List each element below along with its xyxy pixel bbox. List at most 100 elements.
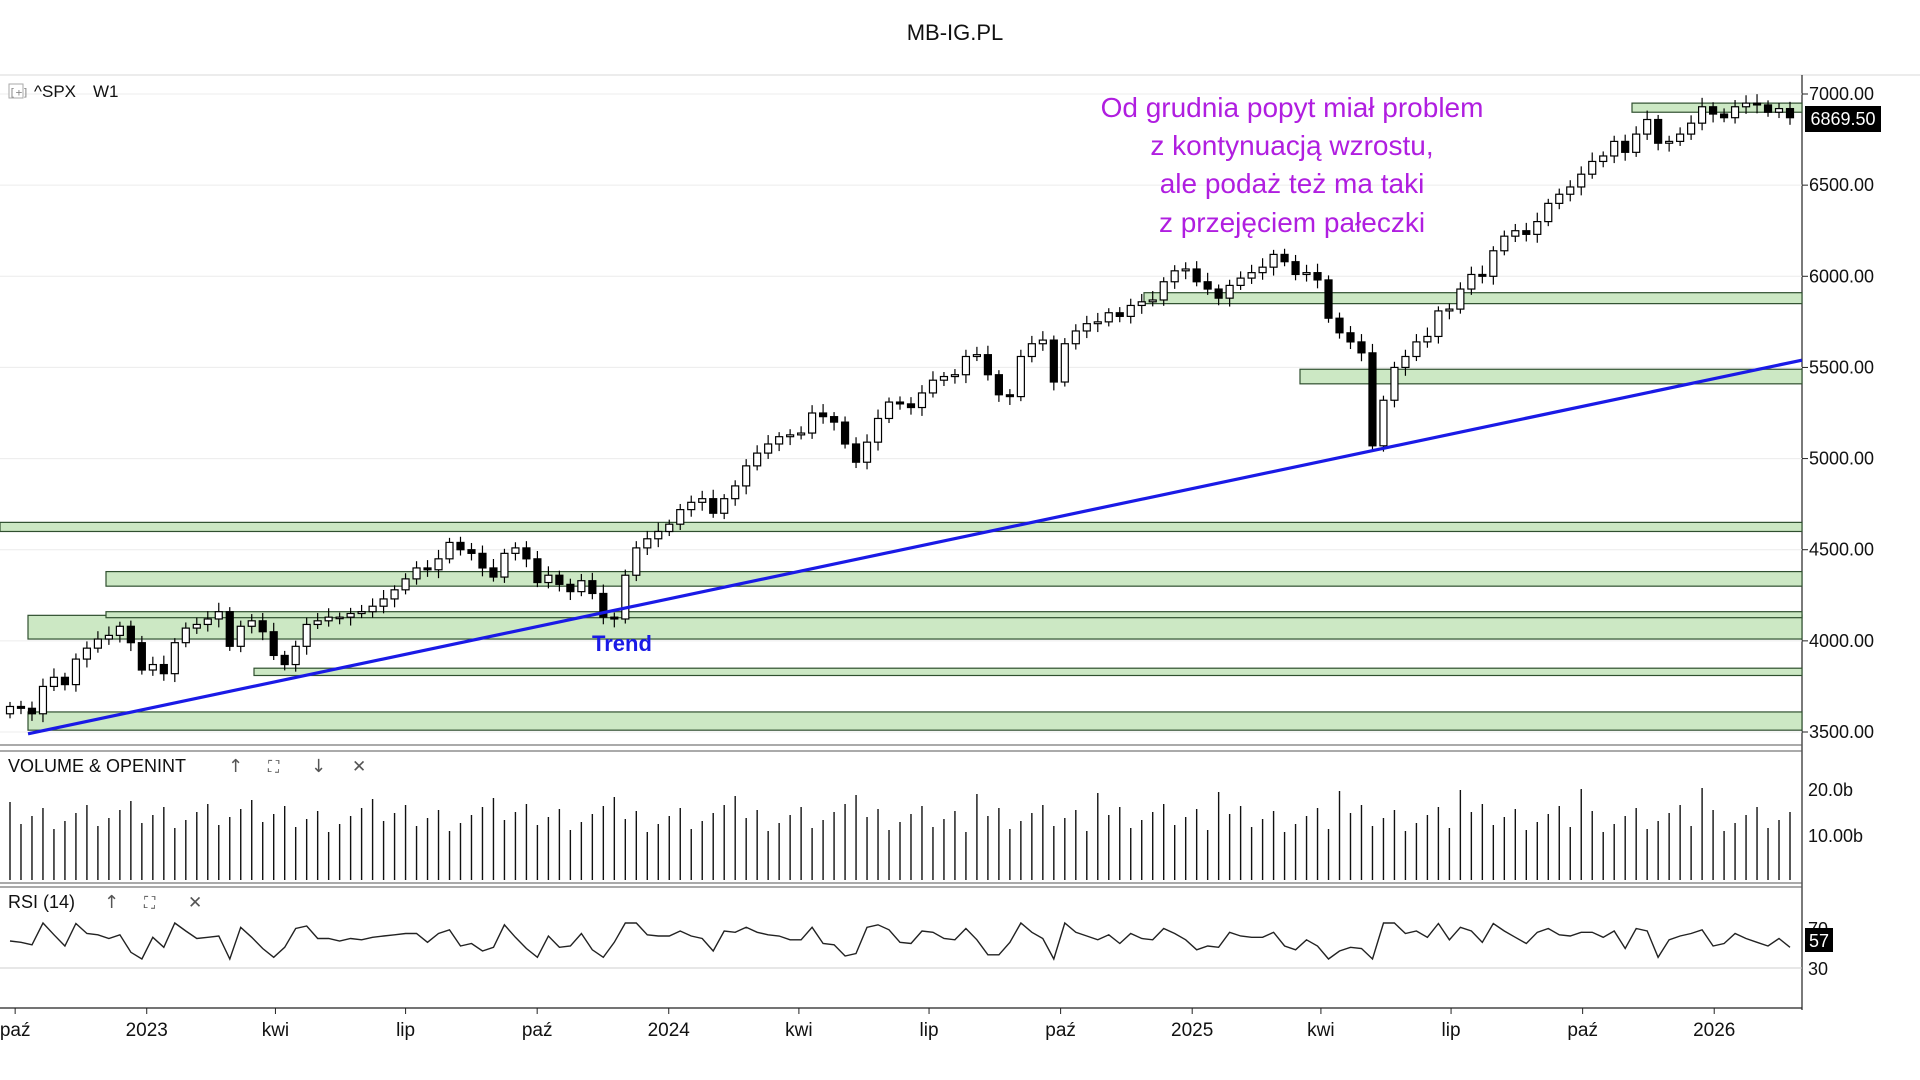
candle-body xyxy=(1643,118,1652,135)
candle-body xyxy=(1522,230,1531,235)
candle-body xyxy=(302,623,311,647)
candle-body xyxy=(1467,273,1476,290)
candle-body xyxy=(1016,355,1025,398)
candle-body xyxy=(104,634,113,640)
candle-body xyxy=(588,580,597,595)
candle-body xyxy=(742,465,751,487)
candle-body xyxy=(1708,106,1718,115)
candle-body xyxy=(1115,312,1124,317)
candle-body xyxy=(1082,323,1091,332)
candle-body xyxy=(137,642,146,671)
candle-body xyxy=(511,547,520,554)
expand-button[interactable] xyxy=(8,83,24,99)
candle-body xyxy=(412,567,421,580)
candle-body xyxy=(676,509,685,525)
candle-body xyxy=(1654,118,1663,144)
candle-body xyxy=(82,647,92,660)
site-title: MB-IG.PL xyxy=(907,20,1004,45)
candle-body xyxy=(840,421,850,445)
candle-body xyxy=(928,379,938,394)
candle-body xyxy=(159,663,168,675)
price-zone[interactable] xyxy=(105,570,1803,587)
time-tick-label: paź xyxy=(522,1020,553,1041)
candle-body xyxy=(1324,279,1333,319)
candle-body xyxy=(313,620,322,626)
price-zone[interactable] xyxy=(1143,292,1803,305)
price-zone[interactable] xyxy=(105,611,1803,619)
candle-body xyxy=(489,567,498,578)
candle-body xyxy=(192,623,201,629)
candle-body xyxy=(1379,399,1388,447)
candle-body xyxy=(401,578,410,591)
candle-body xyxy=(775,436,784,445)
candle-body xyxy=(1478,273,1487,277)
candle-body xyxy=(1599,155,1608,163)
price-zone[interactable] xyxy=(27,614,1803,640)
candle-body xyxy=(818,412,828,418)
candle-body xyxy=(346,612,355,618)
time-tick-label: paź xyxy=(0,1020,30,1041)
candle-body xyxy=(1049,339,1058,383)
volume-move-down-icon[interactable]: ↓ xyxy=(311,756,326,777)
candle-body xyxy=(1489,250,1498,277)
last-price-label: 6869.50 xyxy=(1810,109,1875,129)
price-zone[interactable] xyxy=(27,711,1803,731)
rsi-move-up-icon[interactable]: ↑ xyxy=(104,892,119,913)
price-zone[interactable] xyxy=(0,521,1803,533)
candle-body xyxy=(1258,266,1267,274)
candle-body xyxy=(1533,221,1542,235)
candle-body xyxy=(1346,332,1355,343)
price-gridlines xyxy=(0,93,1802,733)
candle-body xyxy=(950,374,960,378)
rsi-panel-title: RSI (14) xyxy=(8,892,75,912)
candle-body xyxy=(1027,343,1036,358)
candle-body xyxy=(961,355,971,376)
rsi-close-icon[interactable]: ✕ xyxy=(188,893,202,913)
price-tick-label: 4500.00 xyxy=(1809,540,1874,560)
time-tick-label: lip xyxy=(1442,1020,1461,1041)
candle-body xyxy=(1170,270,1179,283)
trend-label: Trend xyxy=(592,631,652,656)
candle-body xyxy=(126,625,135,644)
candle-body xyxy=(1785,107,1795,119)
support-resistance-zones xyxy=(0,102,1803,731)
candle-body xyxy=(654,530,663,540)
rsi-maximize-icon[interactable]: ⛶ xyxy=(144,893,156,912)
candle-body xyxy=(236,625,245,647)
time-tick-label: kwi xyxy=(785,1020,812,1041)
candle-body xyxy=(1005,394,1014,398)
candle-body xyxy=(939,375,949,381)
candle-body xyxy=(1588,160,1597,175)
candle-body xyxy=(1060,343,1069,383)
candle-body xyxy=(983,354,993,376)
trend-line[interactable] xyxy=(27,358,1803,736)
candle-body xyxy=(555,574,564,585)
volume-close-icon[interactable]: ✕ xyxy=(352,757,366,777)
time-tick-label: 2025 xyxy=(1171,1020,1213,1041)
candle-body xyxy=(181,627,190,644)
candle-body xyxy=(258,620,267,633)
candle-body xyxy=(1357,341,1366,354)
rsi-panel: RSI (14) ↑ ⛶ ✕ 70 30 57 xyxy=(0,892,1833,1009)
candle-body xyxy=(1071,330,1080,345)
candle-body xyxy=(93,638,103,649)
price-zone[interactable] xyxy=(253,667,1803,677)
candle-body xyxy=(1456,288,1465,310)
volume-panel: VOLUME & OPENINT ↑ ⛶ ↓ ✕ 20.0b 10.00b xyxy=(0,756,1863,888)
price-zone[interactable] xyxy=(1299,368,1803,385)
candle-body xyxy=(917,392,927,409)
candle-body xyxy=(203,618,212,626)
candle-body xyxy=(1621,140,1630,153)
candle-body xyxy=(632,547,641,576)
time-tick-label: lip xyxy=(396,1020,415,1041)
candle-body xyxy=(972,354,982,358)
candle-body xyxy=(225,611,234,647)
volume-move-up-icon[interactable]: ↑ xyxy=(228,756,243,777)
candle-body xyxy=(1665,140,1674,144)
candle-body xyxy=(115,625,124,636)
candle-body xyxy=(720,498,729,514)
volume-maximize-icon[interactable]: ⛶ xyxy=(268,757,280,776)
candle-body xyxy=(434,558,443,571)
rsi-value-label: 57 xyxy=(1809,931,1829,951)
candle-body xyxy=(1697,106,1707,124)
